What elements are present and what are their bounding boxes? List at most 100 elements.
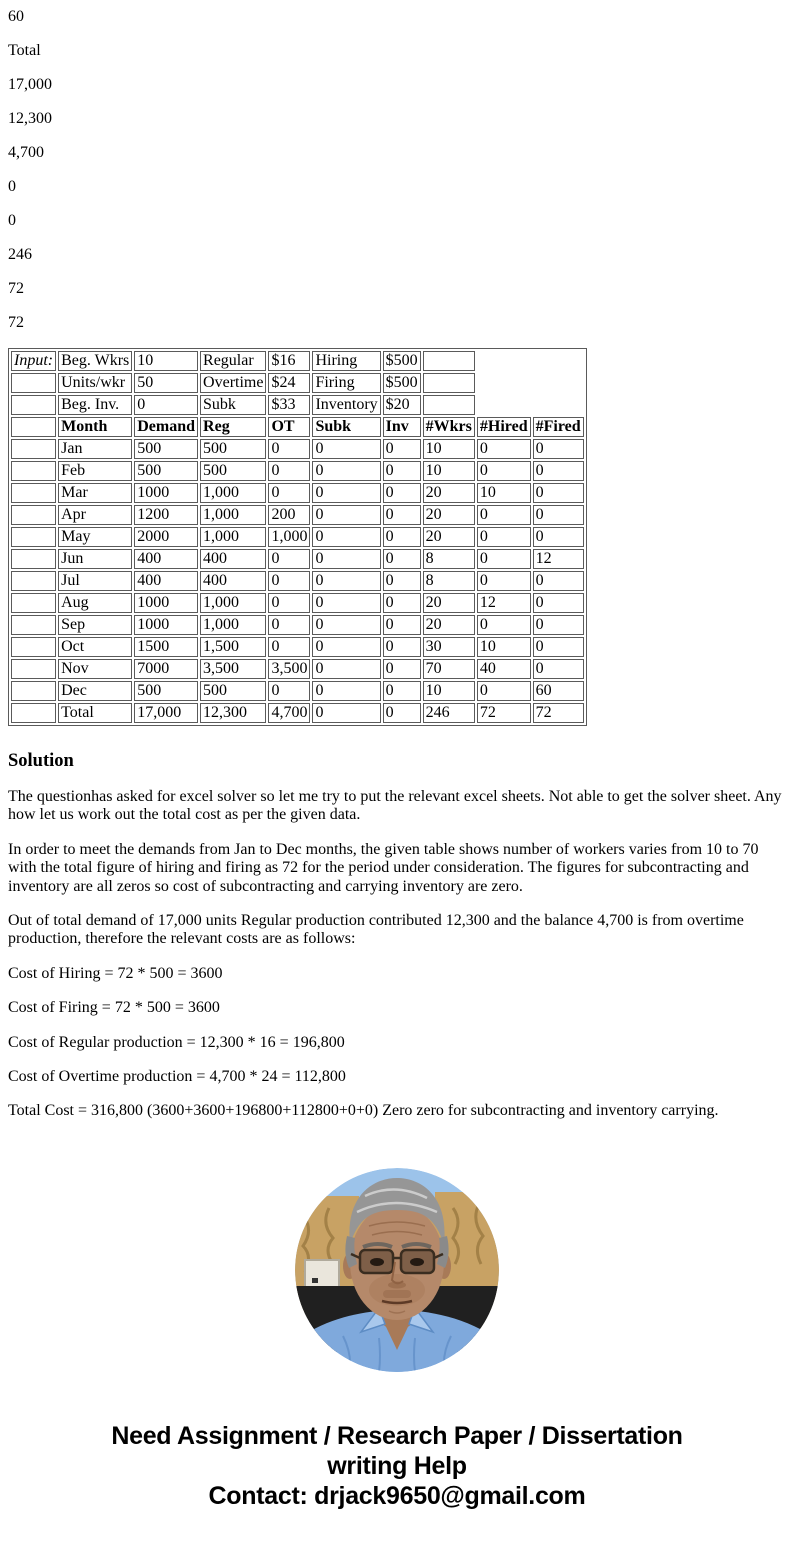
table-cell (11, 439, 57, 459)
table-row: Apr 1200 1,000 200 0 0 20 0 0 (11, 505, 584, 525)
table-cell: 3,500 (200, 659, 267, 679)
table-cell: 10 (422, 461, 475, 481)
table-body: Input: Beg. Wkrs 10 Regular $16 Hiring $500 Uni… (11, 351, 584, 723)
table-cell: 0 (476, 439, 531, 459)
top-values: 60 Total 17,000 12,300 4,700 0 0 246 72 72 (8, 8, 786, 332)
table-cell: 0 (312, 659, 381, 679)
table-cell: 0 (268, 461, 311, 481)
photo-eyebrow-left (362, 1241, 393, 1249)
table-cell: 0 (312, 571, 381, 591)
table-cell: Jun (58, 549, 133, 569)
table-cell: 0 (382, 571, 421, 591)
top-value-line: 60 (8, 8, 24, 25)
table-cell: Regular (200, 351, 267, 371)
photo-jaw-shade (369, 1273, 425, 1306)
table-cell: 0 (268, 593, 311, 613)
top-value-line: 246 (8, 246, 32, 263)
table-cell: Month (58, 417, 133, 437)
table-cell: Inventory (312, 395, 381, 415)
table-cell: Dec (58, 681, 133, 701)
table-row: Nov 7000 3,500 3,500 0 0 70 40 0 (11, 659, 584, 679)
table-cell: 1000 (134, 615, 199, 635)
top-value-line: 4,700 (8, 144, 44, 161)
table-cell: 1,000 (200, 593, 267, 613)
table-cell: May (58, 527, 133, 547)
table-cell: Oct (58, 637, 133, 657)
table-cell: OT (268, 417, 311, 437)
photo-hair-streaks (356, 1188, 438, 1214)
table-cell: 0 (382, 703, 421, 723)
input-table: Input: Beg. Wkrs 10 Regular $16 Hiring $500 Uni… (8, 348, 587, 726)
table-cell (11, 615, 57, 635)
table-cell: 0 (382, 593, 421, 613)
table-cell: 0 (476, 681, 531, 701)
table-cell: 0 (268, 571, 311, 591)
table-cell (422, 395, 475, 415)
table-cell: 10 (422, 439, 475, 459)
table-cell: 0 (382, 681, 421, 701)
table-cell: 72 (476, 703, 531, 723)
table-row: Units/wkr 50 Overtime $24 Firing $500 (11, 373, 584, 393)
photo-eye-right (410, 1257, 424, 1266)
table-cell: $500 (382, 351, 421, 371)
table-cell: 0 (382, 439, 421, 459)
table-cell: 60 (532, 681, 584, 701)
table-cell: Reg (200, 417, 267, 437)
table-row: Jun 400 400 0 0 0 8 0 12 (11, 549, 584, 569)
table-cell (11, 571, 57, 591)
table-cell: 0 (268, 637, 311, 657)
photo-nose-shadow (388, 1281, 406, 1289)
table-cell (11, 527, 57, 547)
table-cell: 72 (532, 703, 584, 723)
table-cell: 0 (312, 703, 381, 723)
table-cell: Jan (58, 439, 133, 459)
table-cell: 500 (200, 461, 267, 481)
table-row: Jan 500 500 0 0 0 10 0 0 (11, 439, 584, 459)
table-cell: 500 (134, 461, 199, 481)
table-cell: 10 (476, 637, 531, 657)
table-cell: 20 (422, 505, 475, 525)
table-cell: 2000 (134, 527, 199, 547)
table-cell: 8 (422, 571, 475, 591)
top-value-line: 0 (8, 178, 16, 195)
footer-banner: Need Assignment / Research Paper / Disse… (8, 1421, 786, 1511)
table-cell: 0 (312, 637, 381, 657)
table-cell: 0 (476, 571, 531, 591)
table-cell: Mar (58, 483, 133, 503)
table-cell: 0 (382, 637, 421, 657)
top-value-line: Total (8, 42, 41, 59)
table-cell: 0 (382, 483, 421, 503)
table-cell: Jul (58, 571, 133, 591)
table-cell: $500 (382, 373, 421, 393)
photo-wall-pattern (301, 1203, 485, 1273)
table-cell: 0 (268, 483, 311, 503)
table-cell: 70 (422, 659, 475, 679)
table-cell: 0 (532, 659, 584, 679)
table-cell (11, 637, 57, 657)
table-cell: $33 (268, 395, 311, 415)
table-cell: 10 (476, 483, 531, 503)
table-cell: 0 (312, 527, 381, 547)
table-cell: Inv (382, 417, 421, 437)
footer-line: Need Assignment / Research Paper / Disse… (111, 1421, 683, 1450)
table-row: Beg. Inv. 0 Subk $33 Inventory $20 (11, 395, 584, 415)
table-cell: 0 (382, 527, 421, 547)
table-cell: 1000 (134, 483, 199, 503)
table-cell: 0 (532, 637, 584, 657)
solution-paragraph: In order to meet the demands from Jan to… (8, 840, 759, 895)
table-cell (422, 351, 475, 371)
table-cell: 30 (422, 637, 475, 657)
table-cell: 0 (312, 593, 381, 613)
table-cell: 0 (532, 615, 584, 635)
table-cell: #Fired (532, 417, 584, 437)
table-cell: 1,000 (268, 527, 311, 547)
footer-line: writing Help (327, 1451, 467, 1480)
table-row: Dec 500 500 0 0 0 10 0 60 (11, 681, 584, 701)
table-cell: 0 (312, 439, 381, 459)
table-cell: 400 (134, 549, 199, 569)
table-cell: 0 (532, 527, 584, 547)
table-cell (422, 373, 475, 393)
table-cell (11, 373, 57, 393)
table-cell: 0 (312, 549, 381, 569)
table-cell (11, 417, 57, 437)
